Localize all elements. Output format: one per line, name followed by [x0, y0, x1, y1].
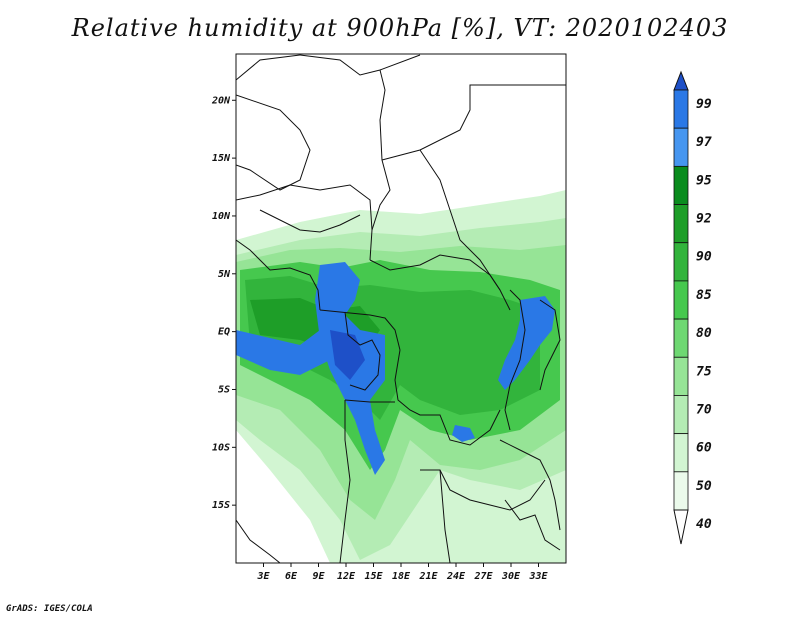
lon-tick-label: 9E — [312, 571, 325, 582]
colorbar-band — [673, 165, 689, 205]
grads-credit: GrADS: IGES/COLA — [6, 604, 93, 614]
colorbar-label: 85 — [696, 288, 712, 303]
colorbar-label: 95 — [696, 173, 712, 188]
map-panel — [236, 54, 566, 563]
lon-tick-label: 3E — [256, 571, 270, 582]
colorbar-band — [673, 395, 689, 435]
colorbar-label: 70 — [696, 402, 712, 417]
lat-tick-label: 15S — [212, 500, 230, 511]
colorbar-label: 60 — [696, 441, 712, 456]
colorbar-label: 75 — [696, 364, 712, 379]
colorbar-bottom-arrow — [673, 509, 689, 545]
lat-tick-label: 5N — [218, 269, 231, 280]
colorbar-band — [673, 356, 689, 396]
lon-tick-label: 33E — [528, 571, 548, 582]
latitude-axis: 20N 15N 10N 5N EQ 5S 10S 15S — [211, 95, 236, 511]
lon-tick-label: 21E — [418, 571, 438, 582]
lat-tick-label: 15N — [212, 153, 231, 164]
lon-tick-label: 12E — [337, 571, 356, 582]
colorbar-label: 50 — [696, 479, 712, 494]
lat-tick-label: 10N — [212, 211, 231, 222]
lon-tick-label: 18E — [392, 571, 411, 582]
country-borders — [236, 54, 566, 563]
humidity-field — [236, 190, 566, 563]
lat-tick-label: 10S — [212, 442, 230, 453]
colorbar-band — [673, 127, 689, 167]
colorbar-label: 97 — [696, 135, 712, 150]
colorbar-band — [673, 89, 689, 129]
map-title: Relative humidity at 900hPa [%], VT: 202… — [71, 14, 729, 42]
lon-tick-label: 6E — [285, 571, 298, 582]
longitude-axis: 3E 6E 9E 12E 15E 18E 21E 24E 27E 30E 33E — [256, 563, 549, 582]
colorbar-band — [673, 471, 689, 511]
colorbar: 99 97 95 92 90 85 80 75 70 60 50 40 — [673, 70, 712, 545]
colorbar-label: 80 — [696, 326, 712, 341]
lat-tick-label: 5S — [218, 384, 230, 395]
colorbar-top-arrow — [673, 70, 689, 91]
colorbar-label: 90 — [696, 250, 712, 265]
humidity-97-region-east — [498, 296, 555, 390]
colorbar-label: 99 — [696, 97, 712, 112]
colorbar-band — [673, 242, 689, 282]
colorbar-band — [673, 204, 689, 244]
colorbar-band — [673, 318, 689, 358]
colorbar-label: 40 — [696, 517, 712, 532]
humidity-97-region-south — [452, 425, 475, 442]
colorbar-label: 92 — [696, 212, 712, 227]
lat-tick-label: 20N — [211, 95, 231, 106]
humidity-97-region-west — [236, 330, 335, 375]
lon-tick-label: 27E — [473, 571, 493, 582]
colorbar-band — [673, 280, 689, 320]
lon-tick-label: 24E — [446, 571, 466, 582]
lon-tick-label: 15E — [364, 571, 383, 582]
lon-tick-label: 30E — [501, 571, 521, 582]
lat-tick-label: EQ — [218, 327, 230, 338]
colorbar-band — [673, 433, 689, 473]
